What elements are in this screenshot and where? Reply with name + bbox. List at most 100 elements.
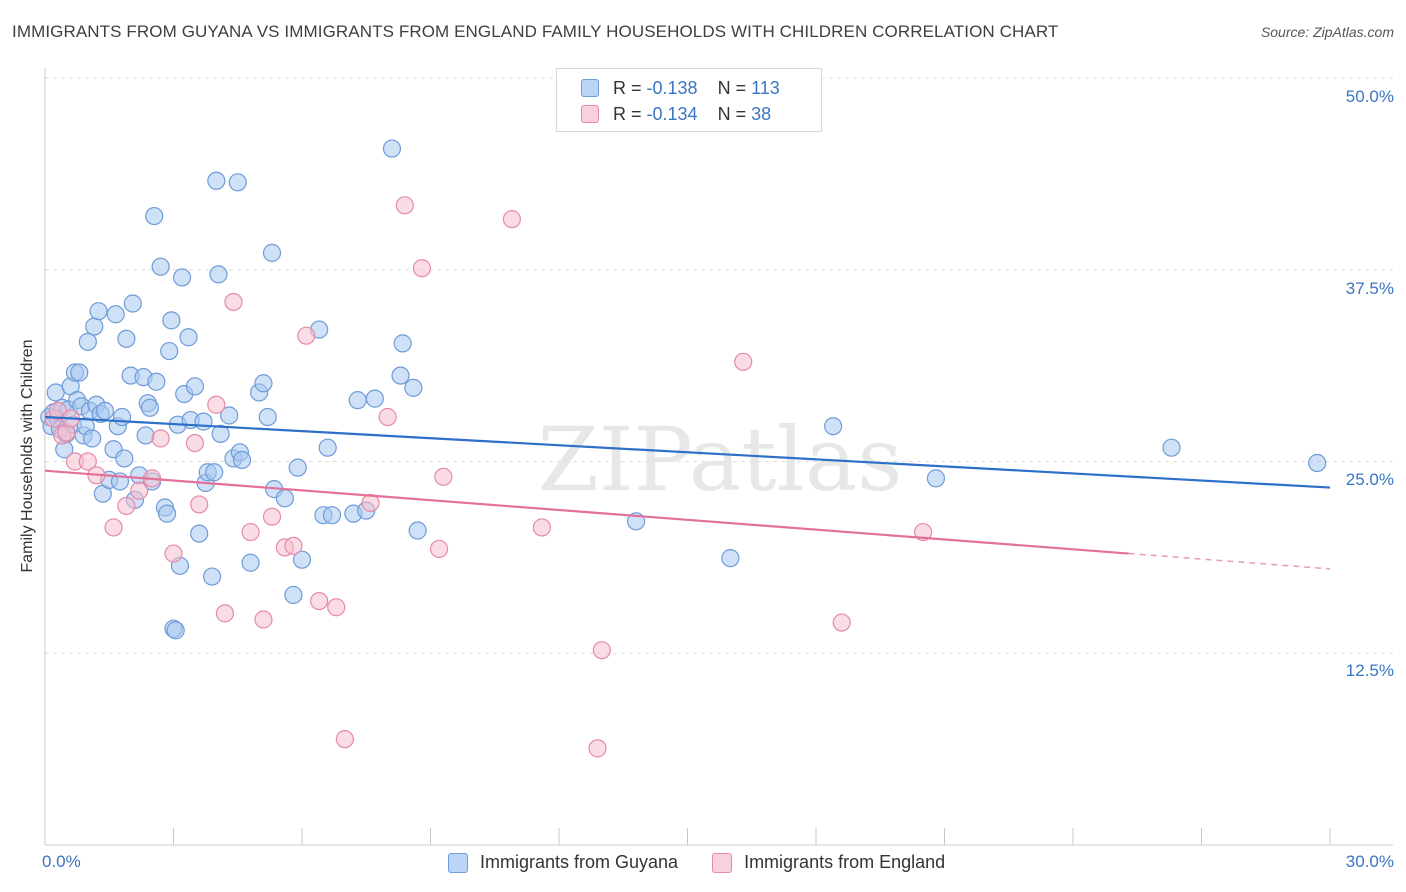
r-value-england: -0.134 — [646, 103, 698, 124]
data-point — [117, 329, 136, 348]
data-point — [408, 521, 427, 540]
data-point — [275, 489, 294, 508]
data-point — [211, 424, 230, 443]
series-legend-guyana: Immigrants from Guyana — [448, 852, 678, 873]
data-point — [130, 481, 149, 500]
series-name-england: Immigrants from England — [744, 852, 946, 872]
data-point — [393, 334, 412, 353]
data-point — [164, 544, 183, 563]
n-value-guyana: 113 — [751, 77, 780, 98]
data-point — [254, 610, 273, 629]
legend-swatch-england — [581, 105, 599, 123]
data-point — [361, 493, 380, 513]
x-tick-label-min: 0.0% — [42, 852, 81, 871]
data-point — [297, 326, 316, 345]
data-point — [241, 553, 260, 572]
y-tick-label: 12.5% — [1345, 661, 1394, 680]
data-point — [147, 372, 166, 391]
data-point — [721, 549, 740, 568]
data-point — [166, 621, 185, 640]
trend-line-guyana — [44, 415, 1331, 489]
data-point — [824, 417, 843, 436]
data-point — [89, 302, 108, 321]
data-point — [136, 426, 155, 445]
data-point — [228, 173, 247, 192]
source-label: Source: ZipAtlas.com — [1260, 24, 1394, 40]
trend-line-extension — [1128, 552, 1331, 570]
data-point — [832, 613, 851, 632]
data-point — [391, 366, 410, 385]
data-point — [262, 507, 282, 526]
y-axis-label: Family Households with Children — [19, 339, 36, 573]
data-point — [395, 196, 414, 215]
data-point — [1308, 453, 1327, 473]
n-label: N = — [717, 103, 747, 124]
data-point — [502, 210, 521, 229]
data-point — [532, 518, 551, 537]
data-point — [95, 401, 115, 420]
data-point — [207, 395, 226, 414]
data-point — [378, 407, 397, 427]
data-point — [151, 257, 170, 276]
data-point — [115, 449, 134, 468]
watermark: ZIPatlas — [538, 408, 903, 511]
data-point — [190, 495, 209, 514]
series-legend-england: Immigrants from England — [712, 852, 945, 873]
data-point — [926, 469, 946, 488]
axes — [44, 68, 1393, 846]
data-point — [592, 641, 611, 660]
y-tick-label: 25.0% — [1345, 470, 1394, 489]
data-point — [284, 536, 303, 555]
series-swatch-guyana — [448, 852, 468, 873]
data-point — [348, 391, 367, 410]
data-point — [160, 341, 179, 361]
trend-line-england — [44, 469, 1129, 555]
data-point — [151, 429, 170, 448]
data-point — [83, 429, 102, 448]
y-tick-label: 37.5% — [1345, 279, 1394, 298]
data-point — [123, 294, 142, 313]
data-point — [262, 243, 282, 262]
data-point — [310, 591, 329, 611]
r-label: R = — [613, 103, 642, 124]
series-name-guyana: Immigrants from Guyana — [480, 852, 679, 872]
data-point — [365, 389, 384, 408]
data-point — [284, 585, 303, 605]
legend-row-england: R = -0.134 N = 38 — [581, 102, 771, 126]
data-point — [292, 550, 312, 569]
data-point — [734, 352, 753, 371]
data-point — [327, 598, 346, 617]
data-point — [913, 522, 933, 542]
data-point — [215, 604, 234, 623]
data-point — [207, 171, 226, 190]
n-value-england: 38 — [751, 103, 772, 124]
data-point — [241, 522, 260, 542]
data-point — [1162, 438, 1181, 457]
data-point — [145, 206, 164, 226]
data-point — [335, 730, 354, 749]
data-point — [202, 567, 222, 586]
data-point — [254, 374, 273, 393]
series-legend: Immigrants from Guyana Immigrants from E… — [448, 852, 979, 873]
data-point — [78, 452, 97, 471]
series-guyana-points — [40, 139, 1327, 640]
data-point — [190, 524, 209, 543]
data-point — [322, 506, 342, 525]
data-point — [172, 268, 192, 287]
data-point — [318, 438, 337, 457]
data-point — [104, 518, 123, 537]
data-point — [179, 328, 198, 347]
data-point — [232, 450, 252, 470]
data-point — [382, 139, 402, 158]
series-swatch-england — [712, 852, 733, 873]
chart-title: IMMIGRANTS FROM GUYANA VS IMMIGRANTS FRO… — [12, 22, 1059, 41]
x-tick-label-max: 30.0% — [1345, 852, 1394, 871]
r-label: R = — [613, 77, 642, 98]
data-point — [588, 739, 607, 758]
data-point — [209, 265, 228, 284]
data-point — [288, 458, 307, 477]
data-point — [185, 377, 205, 396]
data-point — [112, 407, 132, 427]
data-point — [194, 412, 213, 431]
